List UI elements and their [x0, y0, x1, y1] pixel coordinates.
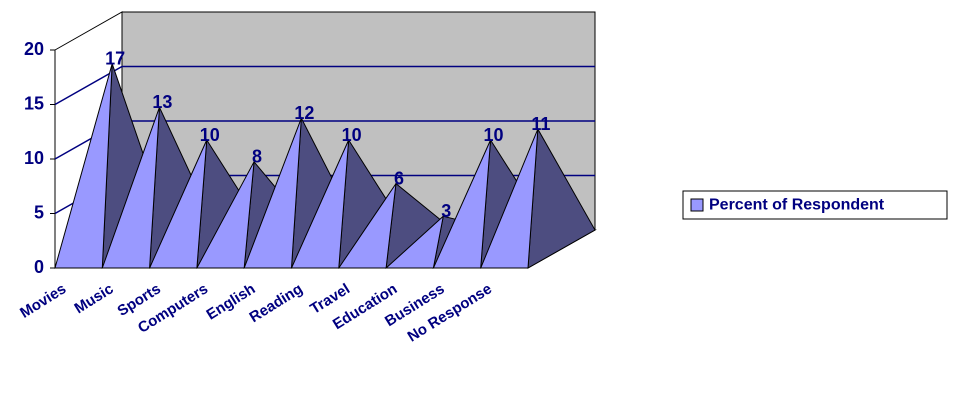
- y-tick-label: 10: [24, 148, 44, 168]
- grid-line: [54, 65, 595, 106]
- value-label: 8: [252, 147, 262, 167]
- value-label: 10: [200, 125, 220, 145]
- value-label: 10: [342, 125, 362, 145]
- pyramid-front: [337, 183, 397, 269]
- pyramid-front: [384, 214, 445, 269]
- value-label: 17: [105, 48, 125, 68]
- value-label: 11: [531, 114, 550, 134]
- pyramid-front: [101, 107, 160, 269]
- value-label: 13: [152, 92, 172, 112]
- pyramid-front: [432, 139, 492, 269]
- value-label: 10: [484, 125, 504, 145]
- pyramid-front: [54, 63, 113, 269]
- pyramid-front: [290, 139, 350, 269]
- pyramid-front: [148, 139, 208, 269]
- value-label: 3: [441, 201, 451, 221]
- pyramid-front: [479, 128, 539, 269]
- x-tick-label: Reading: [247, 280, 306, 326]
- legend: Percent of Respondent: [682, 190, 948, 220]
- legend-label: Percent of Respondent: [709, 197, 885, 214]
- y-tick-label: 5: [34, 202, 44, 222]
- x-tick-label: Movies: [17, 280, 69, 321]
- legend-swatch: [690, 198, 704, 212]
- value-label: 12: [294, 103, 314, 123]
- x-tick-label: Music: [71, 280, 116, 317]
- y-tick-label: 20: [24, 39, 44, 59]
- pyramid-front: [196, 161, 255, 269]
- y-tick-label: 15: [24, 93, 44, 113]
- value-label: 6: [394, 168, 404, 188]
- pyramid-front: [243, 118, 302, 269]
- legend-box: [682, 190, 948, 220]
- y-tick-label: 0: [34, 257, 44, 277]
